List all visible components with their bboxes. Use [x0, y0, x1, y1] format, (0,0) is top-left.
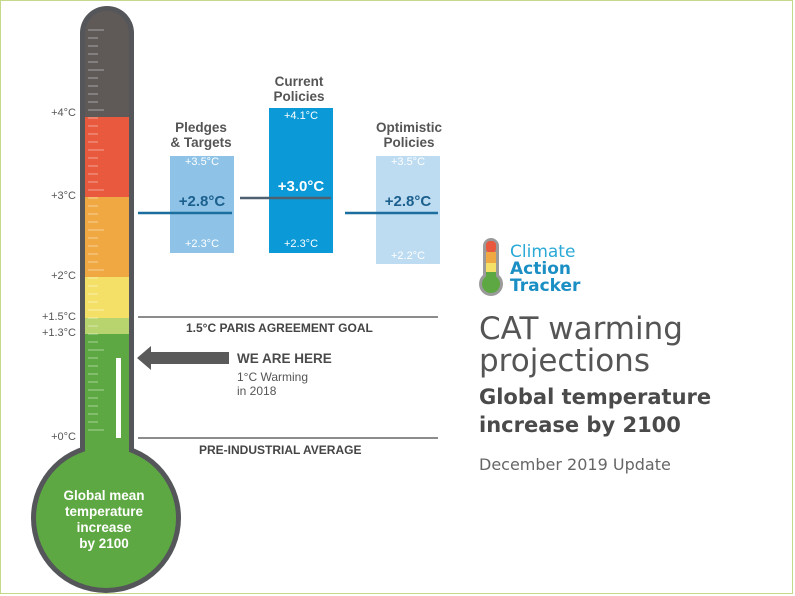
logo-thermometer-bulb [482, 275, 500, 293]
page-subtitle: Global temperature increase by 2100 [479, 383, 711, 439]
pledges-low-value: +2.3°C [184, 238, 220, 250]
current-median-value: +3.0°C [277, 178, 325, 195]
thermometer-bands [85, 11, 129, 481]
pledges-high-value: +3.5°C [184, 156, 220, 168]
logo-word-climate: Climate [510, 242, 576, 262]
thermometer-bulb [36, 448, 176, 588]
tick-label-1-5c: +1.5°C [41, 311, 76, 323]
logo-band-orange [486, 252, 496, 264]
heading-pledges-targets: Pledges & Targets [151, 120, 251, 150]
subtitle-line: Global temperature [479, 385, 712, 409]
heading-line: Current [274, 74, 324, 89]
band-above-4c [85, 11, 129, 117]
logo-word-action: Action [510, 259, 571, 279]
bar-optimistic-policies [376, 156, 440, 264]
title-line: CAT warming [479, 311, 683, 347]
page-title: CAT warming projections [479, 313, 683, 377]
tick-label-4c: +4°C [51, 107, 76, 119]
we-are-here-line: in 2018 [237, 384, 277, 398]
we-are-here-detail: 1°C Warming in 2018 [237, 370, 308, 398]
logo-band-yellow [486, 263, 496, 273]
band-1-5-to-2c [85, 277, 129, 318]
current-warming-indicator [116, 358, 121, 438]
optimistic-low-value: +2.2°C [390, 250, 426, 262]
optimistic-median-value: +2.8°C [384, 193, 432, 210]
heading-line: Policies [273, 89, 325, 104]
band-2-to-3c [85, 197, 129, 277]
tick-label-2c: +2°C [51, 270, 76, 282]
heading-current-policies: Current Policies [249, 74, 349, 104]
paris-goal-label: 1.5°C PARIS AGREEMENT GOAL [186, 321, 373, 335]
we-are-here-arrow [137, 346, 229, 370]
pre-industrial-label: PRE-INDUSTRIAL AVERAGE [199, 443, 362, 457]
bar-current-policies [269, 108, 333, 253]
update-date: December 2019 Update [479, 455, 671, 474]
title-line: projections [479, 343, 650, 379]
band-3-to-4c [85, 117, 129, 197]
heading-line: & Targets [170, 135, 232, 150]
heading-line: Optimistic [375, 120, 442, 135]
pledges-median-value: +2.8°C [178, 193, 226, 210]
subtitle-line: increase by 2100 [479, 413, 681, 437]
tick-label-3c: +3°C [51, 190, 76, 202]
heading-optimistic-policies: Optimistic Policies [359, 120, 459, 150]
band-1-3-to-1-5c [85, 318, 129, 334]
bulb-line: by 2100 [79, 536, 129, 551]
current-low-value: +2.3°C [283, 238, 319, 250]
bulb-line: Global mean [63, 488, 145, 503]
tick-label-1-3c: +1.3°C [41, 327, 76, 339]
we-are-here-line: 1°C Warming [237, 370, 309, 384]
bulb-line: temperature [64, 504, 144, 519]
current-high-value: +4.1°C [283, 110, 319, 122]
bar-pledges-targets [170, 156, 234, 253]
heading-line: Pledges [175, 120, 227, 135]
tick-label-0c: +0°C [51, 431, 76, 443]
we-are-here-title: WE ARE HERE [237, 351, 332, 366]
bulb-label: Global mean temperature increase by 2100 [40, 488, 168, 552]
optimistic-high-value: +3.5°C [390, 156, 426, 168]
logo-band-red [486, 241, 496, 253]
bulb-line: increase [76, 520, 132, 535]
logo-word-tracker: Tracker [510, 276, 581, 296]
heading-line: Policies [383, 135, 435, 150]
